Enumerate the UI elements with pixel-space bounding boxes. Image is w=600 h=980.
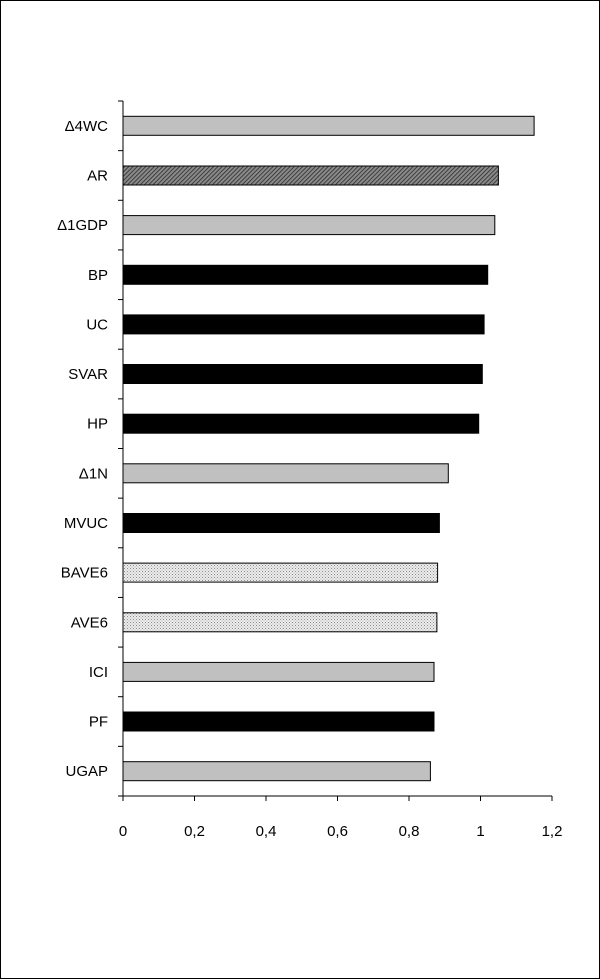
category-labels: Δ4WC AR Δ1GDP BP UC SVAR HP Δ1N MVUC BAVE6 AVE6 ICI… (57, 118, 108, 780)
bar (122, 761, 431, 782)
x-tick-label: 1,2 (542, 823, 563, 840)
axes-group (118, 100, 553, 801)
bar (122, 215, 496, 236)
category-label: BAVE6 (61, 565, 108, 582)
bar (122, 562, 439, 583)
category-label: BP (88, 267, 108, 284)
x-tick-label: 1 (476, 823, 484, 840)
category-label: SVAR (68, 366, 108, 383)
bar (122, 264, 489, 285)
category-label: AR (87, 168, 108, 185)
bar (122, 513, 440, 533)
bar (122, 661, 435, 682)
category-label: Δ1N (79, 465, 108, 482)
category-label: UC (86, 316, 108, 333)
x-tick-label: 0,4 (256, 823, 277, 840)
category-label: Δ1GDP (57, 217, 108, 234)
category-label: Δ4WC (65, 118, 109, 135)
x-tick-labels: 0 0,2 0,4 0,6 0,8 1 1,2 (119, 823, 563, 840)
bar (122, 413, 480, 434)
category-label: MVUC (64, 515, 108, 532)
bar (122, 165, 499, 186)
category-label: ICI (89, 664, 108, 681)
x-tick-label: 0 (119, 823, 127, 840)
x-tick-label: 0,6 (327, 823, 348, 840)
bar (122, 314, 485, 335)
category-label: PF (89, 714, 108, 731)
bar (122, 612, 438, 633)
category-label: AVE6 (71, 614, 108, 631)
bars-group (122, 115, 535, 782)
category-label: UGAP (65, 763, 108, 780)
bar (122, 364, 483, 384)
x-tick-label: 0,8 (399, 823, 420, 840)
bar (122, 115, 535, 136)
bar (122, 711, 435, 732)
category-label: HP (87, 416, 108, 433)
x-tick-label: 0,2 (184, 823, 205, 840)
bar (122, 463, 449, 484)
